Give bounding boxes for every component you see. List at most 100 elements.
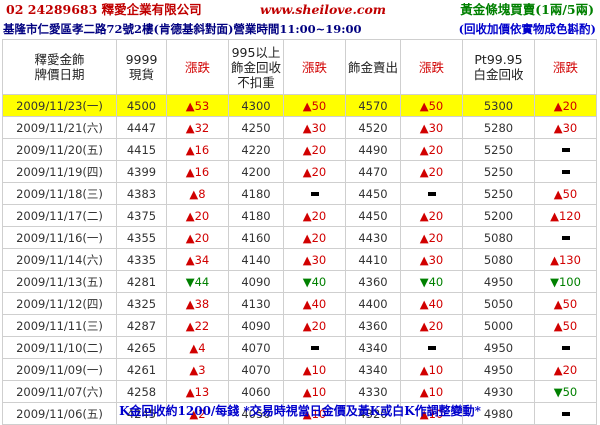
cell-value: 2009/11/11(三) [16,318,103,333]
buyback-price-cell: 4180 [228,182,284,205]
cell-value: 5080 [483,230,514,245]
spot-price-cell: 4335 [116,248,167,271]
table-row: 2009/11/07(六) 4258 ▲13 4060 ▲10 4330 ▲10 4930 ▼5… [2,380,597,403]
col-header-platinum: Pt99.95 白金回收 [462,39,535,95]
buyback-price-cell: 4070 [228,358,284,381]
sell-price-cell: 4400 [345,292,401,315]
cell-value: 2009/11/13(五) [16,274,103,289]
col-header-date: 釋愛金飾 牌價日期 [2,39,117,95]
platinum-price-cell: 5250 [462,182,535,205]
cell-value: 2009/11/16(一) [16,230,103,245]
change-value: ▲130 [550,252,581,267]
no-change-icon [561,346,570,350]
cell-value: 4335 [126,252,157,267]
table-row: 2009/11/16(一) 4355 ▲20 4160 ▲20 4430 ▲20 5080 [2,226,597,249]
address-bar: 基隆市仁愛區孝二路72號2樓(肯德基斜對面)營業時間11:00~19:00 (回… [0,19,600,39]
top-header: 02 24289683 釋愛企業有限公司 www.sheilove.com 黃金… [0,0,600,19]
change-value: ▲10 [419,384,444,399]
cell-value: 2009/11/06(五) [16,406,103,421]
cell-value: 4415 [126,142,157,157]
change-cell: ▼44 [166,270,229,293]
website-link[interactable]: www.sheilove.com [260,2,387,17]
change-cell: ▲20 [400,204,463,227]
cell-value: 4570 [358,98,388,113]
cell-value: 4340 [358,340,388,355]
table-row: 2009/11/17(二) 4375 ▲20 4180 ▲20 4450 ▲20 5200 ▲1… [2,204,597,227]
change-cell: ▲50 [400,94,463,117]
change-cell: ▲30 [534,116,597,139]
platinum-price-cell: 4930 [462,380,535,403]
change-cell: ▲20 [166,226,229,249]
sell-price-cell: 4360 [345,270,401,293]
cell-value: 4258 [126,384,157,399]
cell-value: 5080 [483,252,514,267]
change-value: ▲20 [419,164,444,179]
table-row: 2009/11/23(一) 4500 ▲53 4300 ▲50 4570 ▲50 5300 ▲2… [2,94,597,117]
change-cell: ▼40 [283,270,346,293]
cell-value: 2009/11/07(六) [16,384,103,399]
change-cell: ▲40 [283,292,346,315]
change-value: ▲20 [302,164,327,179]
change-cell: ▲22 [166,314,229,337]
cell-value: 4470 [358,164,388,179]
change-cell: ▲10 [400,358,463,381]
change-value: ▲10 [419,362,444,377]
change-value: ▲10 [419,406,444,421]
col-header-9999: 9999 現貨 [116,39,167,95]
change-cell: ▲10 [283,358,346,381]
cell-value: 2009/11/21(六) [16,120,103,135]
cell-value: 4300 [241,98,271,113]
change-value: ▲20 [419,142,444,157]
date-cell: 2009/11/23(一) [2,94,117,117]
cell-value: 4261 [126,362,157,377]
cell-value: 4070 [241,362,271,377]
change-cell: ▲16 [166,160,229,183]
cell-value: 4375 [126,208,157,223]
spot-price-cell: 4447 [116,116,167,139]
date-cell: 2009/11/11(三) [2,314,117,337]
change-value: ▲53 [185,98,210,113]
change-cell: ▲20 [400,160,463,183]
change-value: ▲16 [185,142,210,157]
no-change-icon [561,412,570,416]
change-cell [283,182,346,205]
change-value: ▲20 [185,208,210,223]
table-row: 2009/11/20(五) 4415 ▲16 4220 ▲20 4490 ▲20 5250 [2,138,597,161]
company-phone-name: 02 24289683 釋愛企業有限公司 [6,2,202,17]
cell-value: 4500 [126,98,157,113]
change-cell: ▲20 [283,314,346,337]
change-cell: ▲130 [534,248,597,271]
no-change-icon [310,346,319,350]
change-cell: ▲10 [283,402,346,425]
buyback-note: (回收加價依實物成色斟酌) [458,22,596,36]
cell-value: 4070 [241,340,271,355]
cell-value: 4200 [241,164,271,179]
change-cell: ▲16 [166,138,229,161]
change-cell: ▲20 [400,226,463,249]
gold-bar-notice: 黃金條塊買賣(1兩/5兩) [460,2,594,17]
cell-value: 4520 [358,120,388,135]
change-value: ▲50 [553,186,578,201]
no-change-icon [427,192,436,196]
change-value: ▲22 [185,318,210,333]
sell-price-cell: 4360 [345,314,401,337]
platinum-price-cell: 4950 [462,358,535,381]
date-cell: 2009/11/14(六) [2,248,117,271]
cell-value: 2009/11/19(四) [16,164,103,179]
footer-note: K金回收約1200/每錢 *交易時視當日金價及黃K或白K作調整變動* [119,404,481,418]
platinum-price-cell: 4950 [462,270,535,293]
change-cell: ▲20 [400,138,463,161]
change-value: ▲20 [553,362,578,377]
cell-value: 5000 [483,318,514,333]
platinum-price-cell: 5050 [462,292,535,315]
spot-price-cell: 4383 [116,182,167,205]
change-value: ▲20 [553,98,578,113]
date-cell: 2009/11/17(二) [2,204,117,227]
change-value: ▲120 [550,208,581,223]
cell-value: 4430 [358,230,388,245]
table-row: 2009/11/14(六) 4335 ▲34 4140 ▲30 4410 ▲30 5080 ▲1… [2,248,597,271]
cell-value: 5050 [483,296,514,311]
table-row: 2009/11/10(二) 4265 ▲4 4070 4340 4950 [2,336,597,359]
sell-price-cell: 4340 [345,358,401,381]
